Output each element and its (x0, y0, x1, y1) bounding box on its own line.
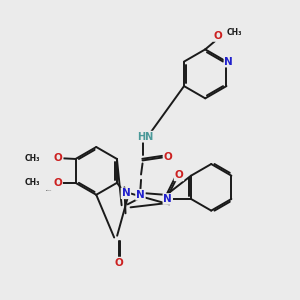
Text: N: N (164, 194, 172, 204)
Text: O: O (175, 170, 183, 180)
Text: N: N (122, 188, 130, 198)
Text: O: O (213, 31, 222, 41)
Text: N: N (136, 190, 145, 200)
Text: CH₃: CH₃ (226, 28, 242, 37)
Text: O: O (54, 153, 63, 164)
Text: N: N (224, 57, 233, 67)
Text: O: O (114, 258, 123, 268)
Text: CH₃: CH₃ (25, 154, 40, 163)
Text: O: O (53, 178, 62, 188)
Text: O: O (164, 152, 172, 163)
Text: CH₃: CH₃ (24, 178, 40, 187)
Text: methoxy: methoxy (46, 190, 52, 191)
Text: HN: HN (137, 132, 154, 142)
